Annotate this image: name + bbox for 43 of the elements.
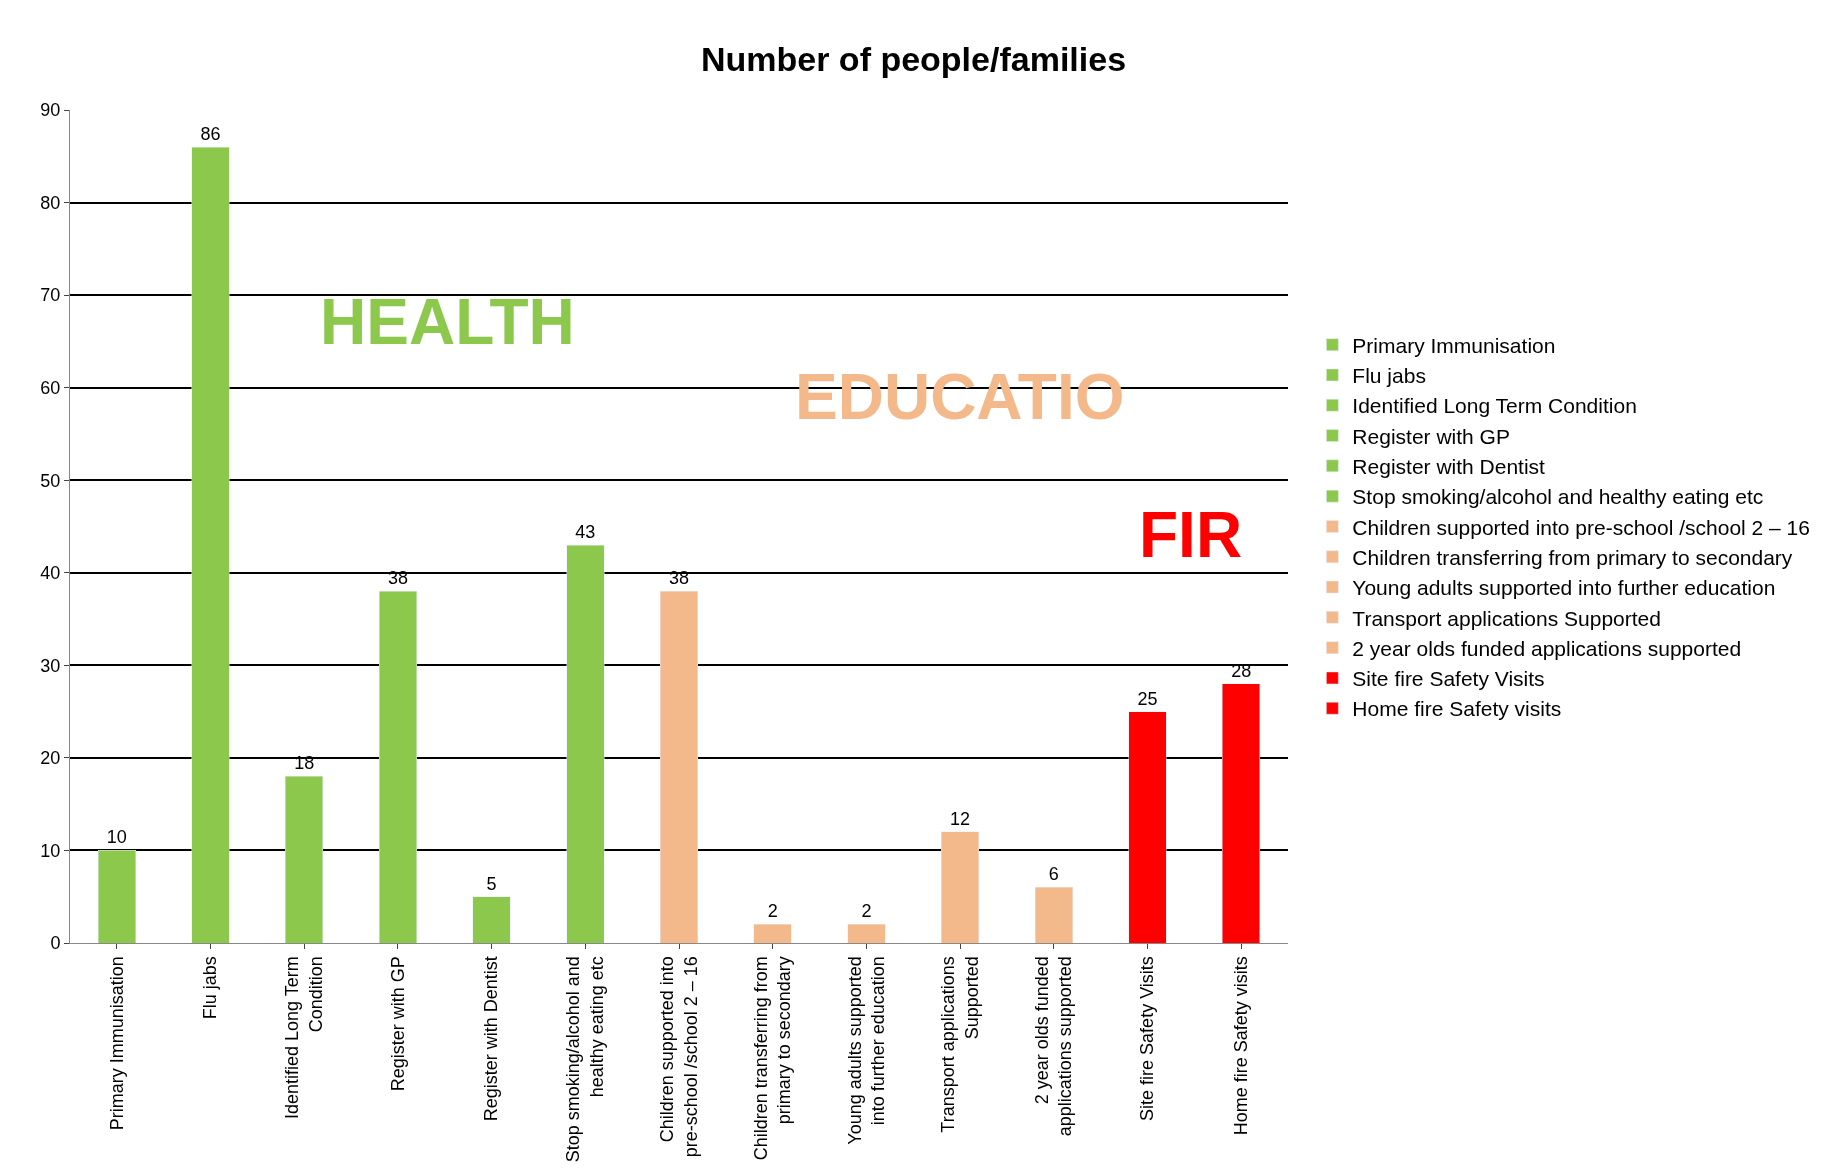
x-tick-label: Primary Immunisation bbox=[106, 956, 127, 1131]
legend-label: Site fire Safety Visits bbox=[1352, 667, 1545, 691]
x-tick-label: Stop smoking/alcohol and healthy eating etc bbox=[563, 956, 607, 1163]
legend-label: Home fire Safety visits bbox=[1352, 697, 1562, 721]
x-tick-label: Flu jabs bbox=[200, 956, 221, 1020]
data-label: 12 bbox=[950, 808, 971, 829]
annotation: FIR bbox=[1139, 499, 1243, 571]
legend-label: Children transferring from primary to secondary bbox=[1352, 545, 1793, 569]
x-tick-label: Home fire Safety visits bbox=[1231, 956, 1251, 1136]
data-label: 10 bbox=[106, 827, 127, 848]
data-label: 43 bbox=[575, 522, 596, 543]
data-label: 25 bbox=[1137, 688, 1158, 709]
legend-label: Young adults supported into further education bbox=[1352, 576, 1776, 600]
legend-label: Transport applications Supported bbox=[1352, 606, 1661, 630]
legend-label: Primary Immunisation bbox=[1352, 333, 1556, 357]
legend-label: Register with GP bbox=[1352, 424, 1510, 448]
legend-label: Register with Dentist bbox=[1352, 455, 1546, 479]
data-label: 5 bbox=[486, 873, 497, 894]
legend-label: Identified Long Term Condition bbox=[1352, 394, 1637, 418]
x-tick-label: Register with Dentist bbox=[481, 956, 502, 1122]
y-tick-label: 0 bbox=[50, 933, 61, 954]
chart-title: Number of people/families bbox=[700, 39, 1127, 78]
y-tick-label: 80 bbox=[40, 192, 61, 213]
y-tick-label: 20 bbox=[40, 748, 61, 769]
y-tick-label: 70 bbox=[40, 285, 61, 306]
y-tick-label: 30 bbox=[40, 655, 61, 676]
x-tick-label: Site fire Safety Visits bbox=[1137, 956, 1158, 1121]
legend-label: Children supported into pre-school /school 2 – 16 bbox=[1352, 515, 1810, 539]
y-tick-label: 50 bbox=[40, 470, 61, 491]
data-label: 86 bbox=[200, 124, 221, 145]
y-tick-label: 40 bbox=[40, 563, 61, 584]
x-tick-label: Register with GP bbox=[387, 956, 408, 1092]
legend-label: 2 year olds funded applications supported bbox=[1352, 636, 1742, 660]
data-label: 2 bbox=[861, 901, 872, 922]
data-label: 2 bbox=[767, 901, 778, 922]
legend-label: Stop smoking/alcohol and healthy eating etc bbox=[1352, 485, 1764, 509]
legend-label: Flu jabs bbox=[1352, 364, 1426, 388]
y-tick-label: 90 bbox=[40, 100, 61, 121]
data-label: 6 bbox=[1048, 864, 1059, 885]
y-tick-label: 10 bbox=[40, 840, 61, 861]
x-tick-label: Identified Long Term Condition bbox=[282, 956, 326, 1119]
y-tick-label: 60 bbox=[40, 377, 61, 398]
annotation: HEALTH bbox=[320, 286, 575, 358]
